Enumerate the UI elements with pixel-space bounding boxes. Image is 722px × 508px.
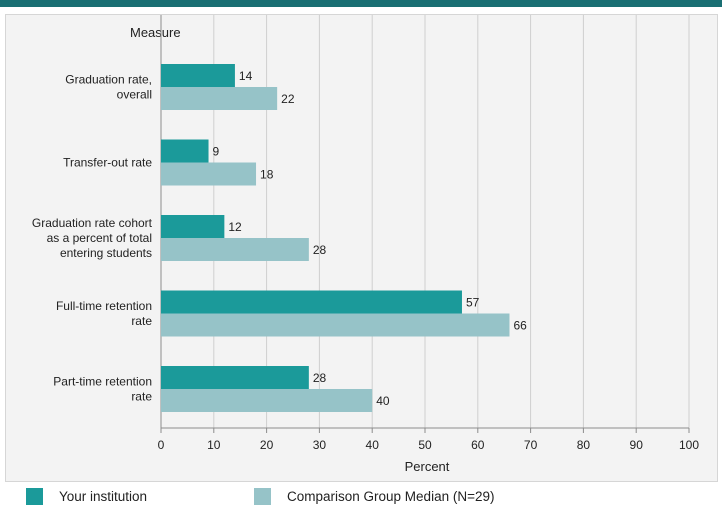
category-label: Transfer-out rate <box>63 156 152 170</box>
x-tick-label: 50 <box>418 438 432 452</box>
x-tick-label: 20 <box>260 438 274 452</box>
bar-series-2 <box>161 313 510 337</box>
x-tick-label: 80 <box>577 438 591 452</box>
bar-series-1 <box>161 139 209 163</box>
x-tick-label: 60 <box>471 438 485 452</box>
bar-value-label: 18 <box>260 168 274 182</box>
x-tick-label: 70 <box>524 438 538 452</box>
bar-value-label: 57 <box>466 296 480 310</box>
category-label: Full-time retention rate <box>56 299 152 328</box>
bar-series-1 <box>161 366 309 389</box>
x-tick-label: 100 <box>679 438 699 452</box>
legend-item-series-2: Comparison Group Median (N=29) <box>254 487 494 505</box>
category-label: Graduation rate, overall <box>65 73 152 102</box>
bar-value-label: 9 <box>213 145 220 159</box>
bar-value-label: 40 <box>376 394 390 408</box>
bar-series-1 <box>161 290 462 314</box>
bar-chart: Measure 0 10 20 30 40 50 60 70 80 90 100 14 22 Gradua… <box>32 15 699 474</box>
bar-series-2 <box>161 87 278 110</box>
legend-label-series-1: Your institution <box>59 488 148 504</box>
x-tick-label: 90 <box>630 438 644 452</box>
bar-value-label: 66 <box>513 319 527 333</box>
bar-value-label: 12 <box>228 220 242 234</box>
x-tick-label: 30 <box>313 438 327 452</box>
x-tick-label: 0 <box>158 438 165 452</box>
legend: Your institution Comparison Group Median… <box>0 484 722 508</box>
bar-series-1 <box>161 215 225 238</box>
x-tick-label: 40 <box>366 438 380 452</box>
legend-swatch-series-1 <box>26 487 43 505</box>
bar-series-2 <box>161 238 309 261</box>
x-axis-title: Percent <box>405 459 450 474</box>
header-bar <box>0 0 722 7</box>
legend-swatch-series-2 <box>254 487 271 505</box>
bar-series-1 <box>161 64 235 87</box>
category-label: Graduation rate cohort as a percent of to… <box>32 216 153 260</box>
bar-series-2 <box>161 162 257 186</box>
bar-value-label: 22 <box>281 92 295 106</box>
bar-value-label: 28 <box>313 243 327 257</box>
bar-value-label: 14 <box>239 69 253 83</box>
legend-item-series-1: Your institution <box>26 487 147 505</box>
y-axis-title: Measure <box>130 25 181 40</box>
bar-series-2 <box>161 389 373 412</box>
x-tick-label: 10 <box>207 438 221 452</box>
chart-panel: Measure 0 10 20 30 40 50 60 70 80 90 100 14 22 Gradua… <box>5 14 718 482</box>
category-label: Part-time retention rate <box>53 375 152 404</box>
legend-label-series-2: Comparison Group Median (N=29) <box>287 488 495 504</box>
bar-value-label: 28 <box>313 371 327 385</box>
